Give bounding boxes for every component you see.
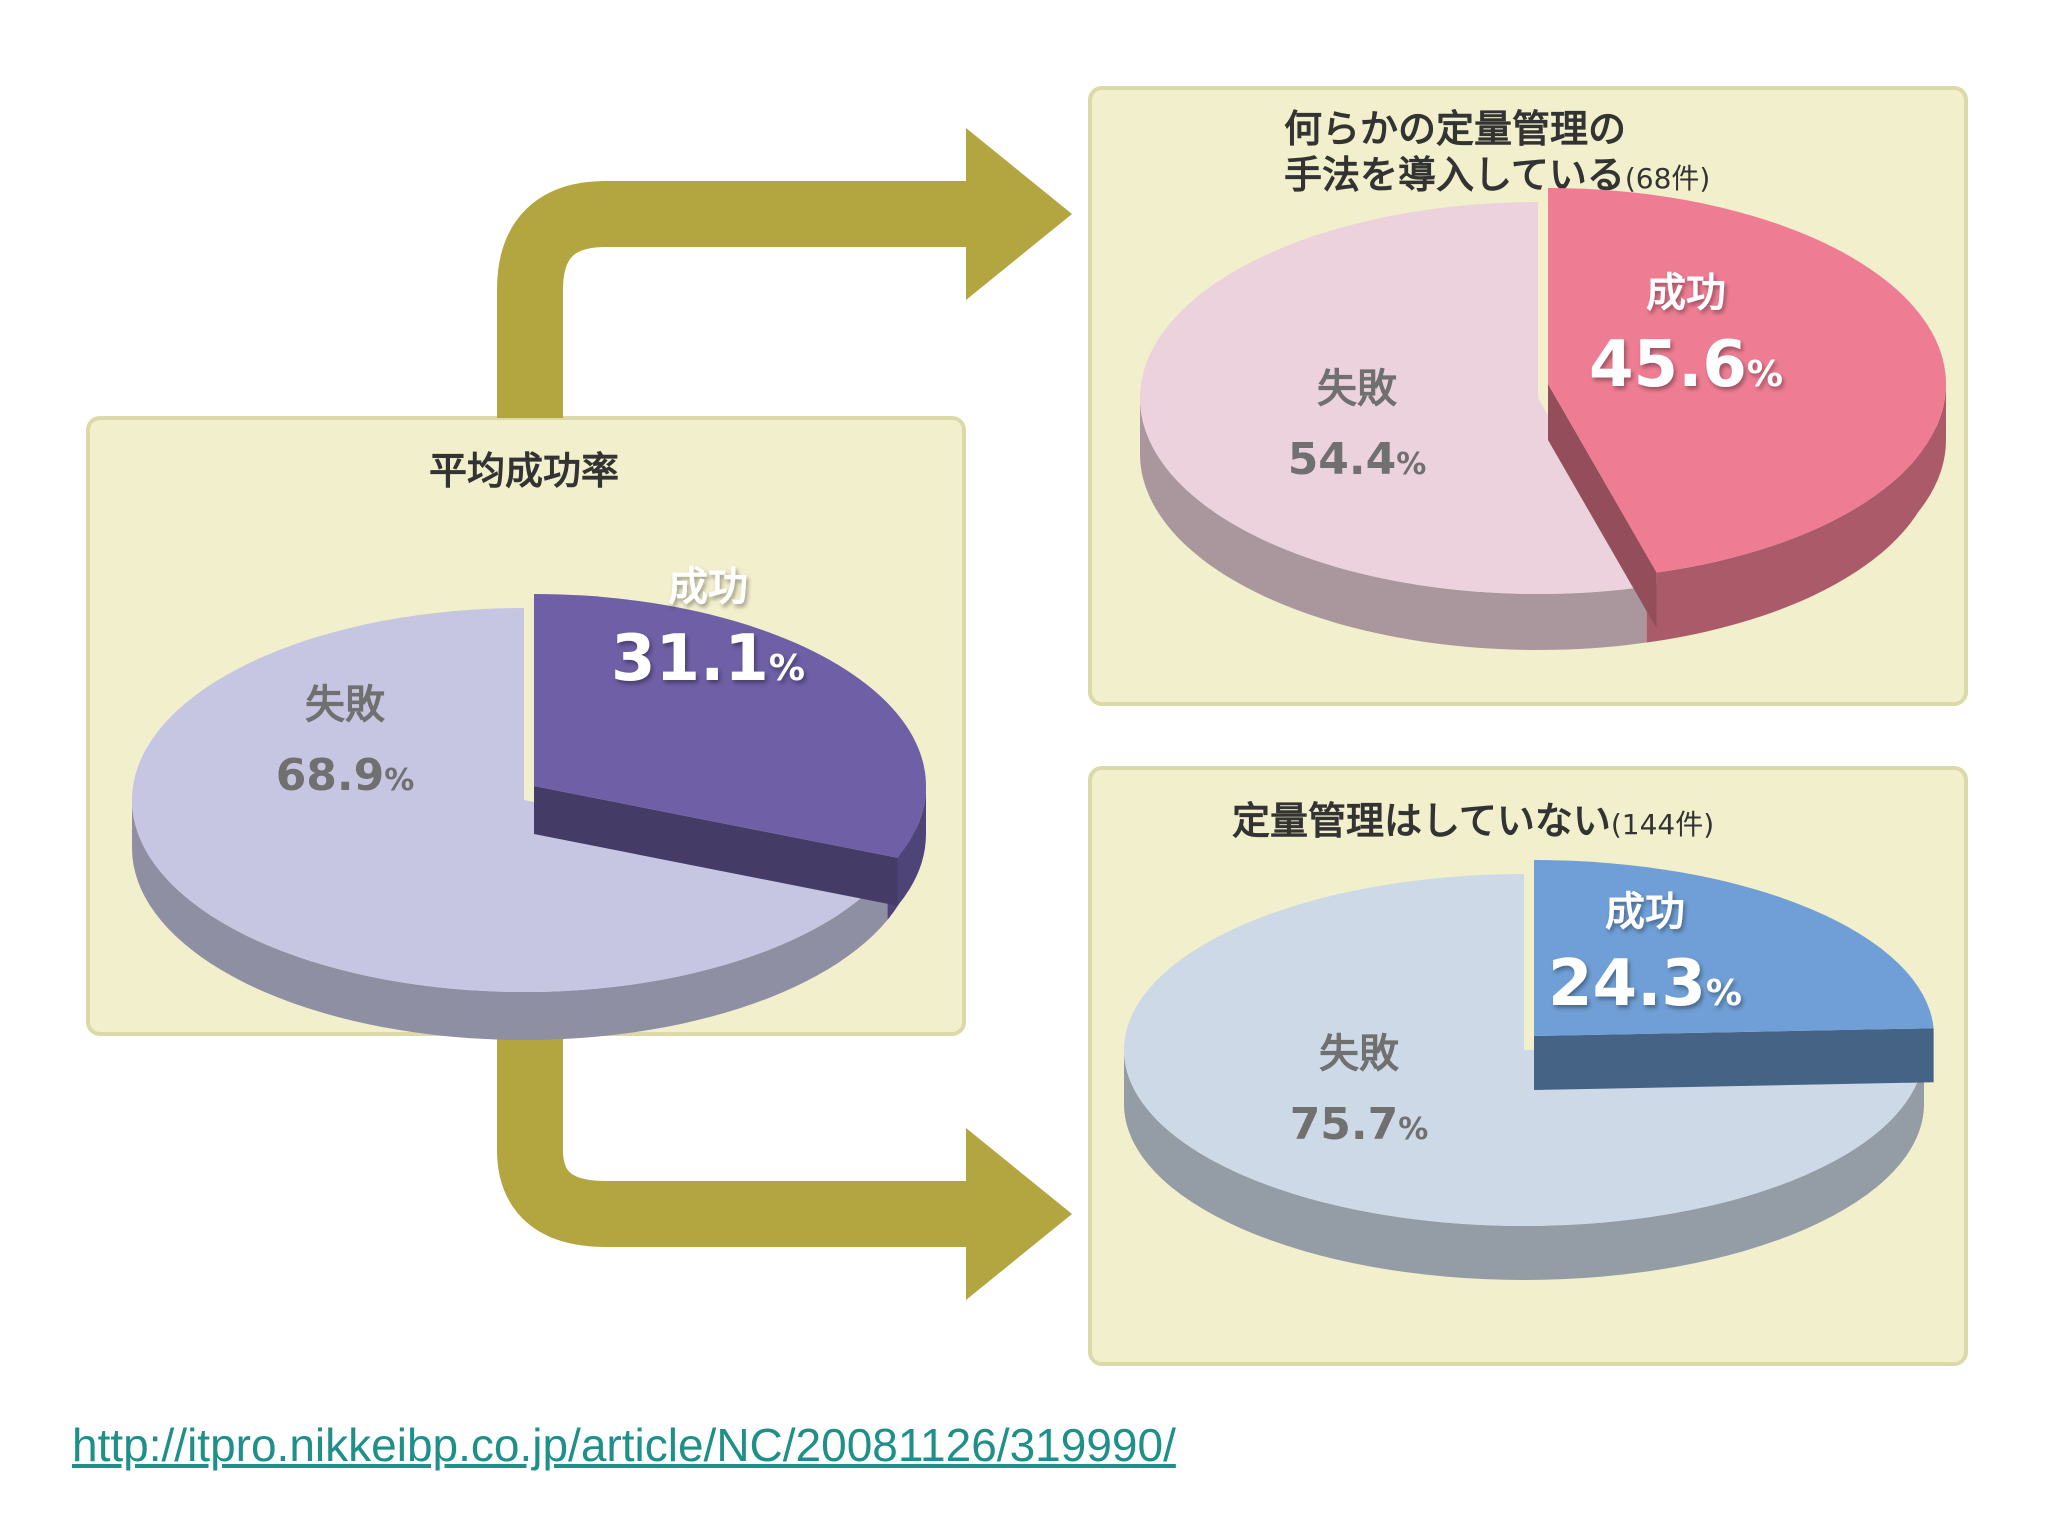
pie-1-value-1: 68.9%: [276, 750, 415, 801]
pie-2-success-slice: [1548, 188, 1946, 573]
pie-3-success-cut: [1534, 1028, 1934, 1090]
pie-1-label-0: 成功: [668, 564, 748, 610]
pie-3-success-slice: [1534, 860, 1934, 1036]
pie-3-label-1: 失敗: [1319, 1031, 1400, 1077]
pie-1-fail-slice: [132, 608, 888, 992]
pie-1-success-cut: [534, 786, 898, 906]
pie-2-fail-side: [1140, 398, 1647, 650]
pie-2-success-cut: [1548, 384, 1657, 629]
pie-1-fail-side: [132, 800, 888, 1040]
pie-3-fail-side: [1124, 1050, 1924, 1280]
chart-1-title: 平均成功率: [429, 449, 619, 493]
arrow-down-right: [497, 1034, 1000, 1247]
chart-3-title: 定量管理はしていない(144件): [1232, 799, 1714, 843]
pie-2-value-0: 45.6%: [1589, 328, 1783, 402]
pie-3-value-0: 24.3%: [1548, 947, 1742, 1021]
pie-2-value-1: 54.4%: [1288, 434, 1427, 485]
pie-3-value-1: 75.7%: [1290, 1099, 1429, 1150]
pie-1-value-0: 31.1%: [611, 622, 805, 696]
pie-2-success-wall: [1656, 384, 1946, 629]
pie-3-label-0: 成功: [1605, 889, 1685, 935]
chart-2-title: 何らかの定量管理の: [1284, 107, 1626, 151]
pie-3-fail-slice: [1124, 874, 1924, 1226]
pie-1-success-slice: [534, 594, 926, 858]
pie-2-label-0: 成功: [1646, 270, 1726, 316]
pie-1-label-1: 失敗: [305, 682, 386, 728]
pie-1-success-wall: [897, 786, 926, 906]
arrow-up-right: [497, 181, 1000, 418]
arrowhead-down: [966, 1128, 1072, 1300]
arrowhead-up: [966, 128, 1072, 300]
pie-2-label-1: 失敗: [1317, 366, 1398, 412]
pie-2-fail-slice: [1140, 202, 1647, 594]
source-link[interactable]: http://itpro.nikkeibp.co.jp/article/NC/2…: [72, 1419, 1176, 1471]
